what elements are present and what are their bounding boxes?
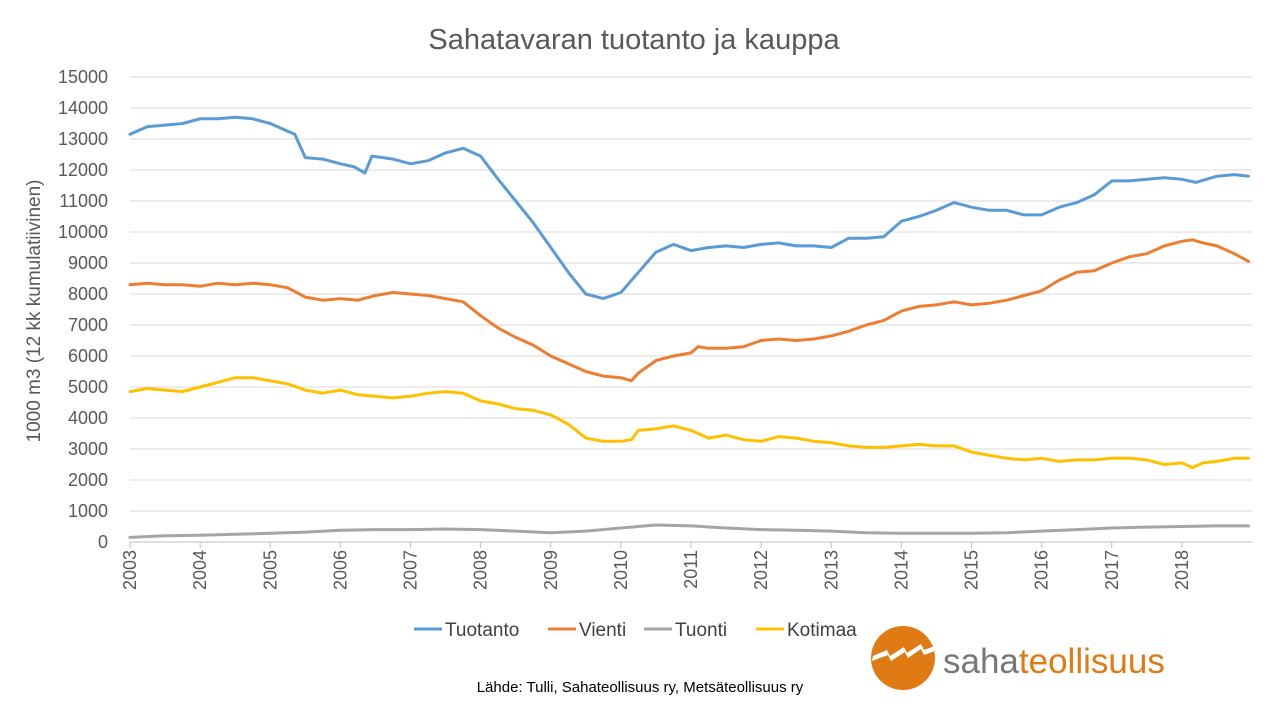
x-tick-label: 2003 bbox=[120, 550, 140, 590]
y-tick-label: 8000 bbox=[68, 284, 108, 304]
y-tick-label: 5000 bbox=[68, 377, 108, 397]
legend-label-kotimaa: Kotimaa bbox=[787, 620, 857, 641]
logo-text-light: saha bbox=[943, 642, 1019, 681]
series-line-tuotanto bbox=[128, 115, 1250, 301]
x-tick-label: 2007 bbox=[401, 550, 421, 590]
series-line-vienti bbox=[128, 238, 1250, 383]
logo-circle bbox=[871, 626, 935, 690]
legend-label-tuonti: Tuonti bbox=[675, 620, 727, 641]
y-tick-label: 9000 bbox=[68, 253, 108, 273]
legend-label-tuotanto: Tuotanto bbox=[445, 620, 519, 641]
x-tick-label: 2018 bbox=[1172, 550, 1192, 590]
x-tick-label: 2006 bbox=[330, 550, 350, 590]
gridlines bbox=[130, 76, 1252, 512]
chart-title: Sahatavaran tuotanto ja kauppa bbox=[428, 24, 840, 56]
y-tick-label: 6000 bbox=[68, 346, 108, 366]
y-tick-label: 2000 bbox=[68, 470, 108, 490]
x-tick-label: 2015 bbox=[962, 550, 982, 590]
y-tick-label: 3000 bbox=[68, 439, 108, 459]
x-tick-label: 2005 bbox=[260, 550, 280, 590]
axis-lines bbox=[129, 541, 1252, 548]
y-tick-label: 11000 bbox=[59, 191, 108, 211]
logo-wordmark: sahateollisuus bbox=[943, 642, 1165, 681]
legend: Tuotanto Vienti Tuonti Kotimaa bbox=[414, 620, 857, 641]
y-tick-label: 13000 bbox=[58, 129, 108, 149]
y-tick-labels: 0 1000 2000 3000 4000 5000 6000 7000 8000 9000 100… bbox=[58, 67, 108, 552]
x-tick-label: 2009 bbox=[541, 550, 561, 590]
series-line-tuonti bbox=[128, 523, 1250, 539]
x-tick-labels: 2003 2004 2005 2006 2007 2008 2009 2010 2011 2012… bbox=[120, 550, 1192, 590]
series-lines bbox=[128, 115, 1250, 539]
logo-text-bold: teollisuus bbox=[1019, 642, 1165, 681]
logo-saw-stripe bbox=[872, 644, 935, 661]
y-tick-label: 1000 bbox=[68, 501, 108, 521]
x-tick-label: 2014 bbox=[891, 550, 911, 590]
y-tick-label: 15000 bbox=[58, 67, 108, 87]
x-tick-label: 2010 bbox=[611, 550, 631, 590]
y-tick-label: 4000 bbox=[68, 408, 108, 428]
sahateollisuus-logo: sahateollisuus bbox=[871, 626, 1165, 690]
x-tick-label: 2012 bbox=[751, 550, 771, 590]
x-tick-label: 2011 bbox=[681, 550, 701, 589]
y-tick-label: 10000 bbox=[58, 222, 108, 242]
y-tick-label: 12000 bbox=[58, 160, 108, 180]
y-axis-label: 1000 m3 (12 kk kumulatiivinen) bbox=[24, 180, 45, 443]
y-tick-label: 7000 bbox=[68, 315, 108, 335]
source-note: Lähde: Tulli, Sahateollisuus ry, Metsäte… bbox=[477, 679, 804, 696]
legend-label-vienti: Vienti bbox=[579, 620, 626, 641]
x-tick-label: 2004 bbox=[190, 550, 210, 590]
x-tick-label: 2017 bbox=[1102, 550, 1122, 590]
x-tick-label: 2016 bbox=[1032, 550, 1052, 590]
y-tick-label: 0 bbox=[98, 532, 108, 552]
x-tick-label: 2013 bbox=[821, 550, 841, 590]
x-tick-label: 2008 bbox=[471, 550, 491, 590]
y-tick-label: 14000 bbox=[58, 98, 108, 118]
series-line-kotimaa bbox=[128, 376, 1250, 470]
